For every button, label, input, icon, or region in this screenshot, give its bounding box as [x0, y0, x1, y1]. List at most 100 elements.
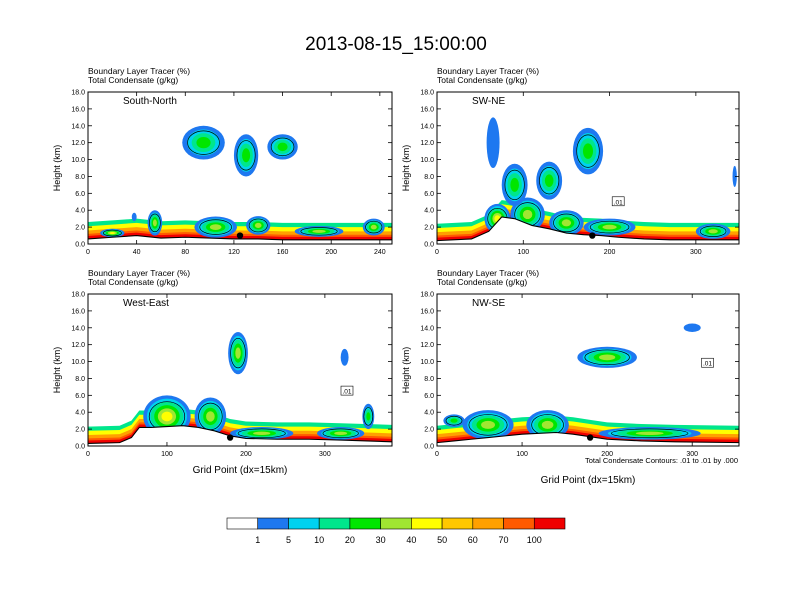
tracer-blob [246, 216, 271, 235]
contour-label-box [701, 357, 714, 368]
cross-section-label: SW-NE [472, 96, 505, 107]
panel-line1: Boundary Layer Tracer (%) [437, 66, 539, 76]
panel-line1: Boundary Layer Tracer (%) [88, 268, 190, 278]
figure-title: 2013-08-15_15:00:00 [305, 34, 487, 55]
y-tick-label: 4.0 [424, 410, 434, 417]
y-tick-label: 18.0 [420, 90, 434, 97]
tracer-blob [267, 134, 298, 160]
colorbar-swatch [441, 517, 474, 530]
panel-line2: Total Condensate (g/kg) [437, 75, 527, 85]
colorbar-swatch [226, 517, 259, 530]
tracer-blob [233, 134, 259, 177]
tracer-blob [549, 210, 584, 236]
colorbar-swatch [411, 517, 443, 530]
y-tick-label: 10.0 [420, 359, 434, 366]
y-tick-label: 8.0 [75, 174, 85, 181]
contour-label-box [340, 385, 354, 396]
condensate-contour [199, 219, 232, 235]
x-tick-label: 200 [604, 249, 616, 256]
condensate-contour [363, 407, 374, 426]
x-tick-label: 200 [601, 451, 613, 458]
plot-frame [436, 293, 740, 447]
condensate-contour [248, 218, 268, 233]
tracer-blob [362, 218, 385, 236]
x-tick-label: 160 [277, 249, 289, 256]
y-tick-label: 18.0 [71, 90, 85, 97]
y-tick-label: 4.0 [424, 208, 434, 215]
tracer-blob [695, 223, 731, 239]
tracer-blob [147, 210, 163, 236]
colorbar-label: 40 [406, 535, 416, 545]
panel-1: Boundary Layer Tracer (%)Total Condensat… [52, 66, 393, 256]
x-tick-label: 300 [690, 249, 702, 256]
tracer-blob [443, 414, 465, 427]
location-dot [589, 232, 596, 239]
tracer-blob [228, 332, 248, 375]
y-tick-label: 16.0 [420, 106, 434, 113]
y-tick-label: 16.0 [71, 308, 85, 315]
y-tick-label: 2.0 [75, 225, 85, 232]
tracer-blob [362, 403, 375, 430]
plot-frame [436, 91, 740, 245]
y-tick-label: 16.0 [71, 106, 85, 113]
condensate-contour [236, 140, 256, 171]
contour-label: .01 [342, 389, 351, 396]
panels: Boundary Layer Tracer (%)Total Condensat… [52, 66, 740, 486]
panel-2: Boundary Layer Tracer (%)Total Condensat… [401, 66, 740, 256]
x-tick-label: 100 [161, 451, 173, 458]
condensate-contour [230, 337, 246, 369]
y-tick-label: 0.0 [75, 444, 85, 451]
x-tick-label: 300 [686, 451, 698, 458]
y-tick-label: 12.0 [71, 342, 85, 349]
colorbar-label: 70 [499, 535, 509, 545]
y-tick-label: 2.0 [424, 225, 434, 232]
tracer-blob [294, 225, 344, 237]
condensate-contour [589, 220, 630, 234]
terrain-line [437, 216, 739, 242]
x-tick-label: 200 [325, 249, 337, 256]
x-tick-label: 240 [374, 249, 386, 256]
terrain-fill [88, 425, 392, 446]
condensate-contour [270, 137, 295, 157]
tracer-blob [131, 212, 137, 222]
x-tick-label: 40 [133, 249, 141, 256]
x-tick-label: 100 [516, 451, 528, 458]
panel-line2: Total Condensate (g/kg) [88, 277, 178, 287]
y-tick-label: 4.0 [75, 208, 85, 215]
x-tick-label: 0 [435, 249, 439, 256]
y-axis-label: Height (km) [401, 145, 411, 192]
tracer-blob [194, 216, 237, 238]
y-tick-label: 0.0 [75, 242, 85, 249]
x-axis-label: Grid Point (dx=15km) [541, 475, 636, 486]
y-tick-label: 6.0 [424, 191, 434, 198]
y-tick-label: 16.0 [420, 308, 434, 315]
x-axis-label: Grid Point (dx=15km) [193, 465, 288, 476]
plot-area: .01 [437, 92, 739, 244]
y-tick-label: 10.0 [71, 157, 85, 164]
y-tick-label: 10.0 [420, 157, 434, 164]
x-tick-label: 300 [319, 451, 331, 458]
y-tick-label: 2.0 [424, 427, 434, 434]
colorbar-label: 1 [255, 535, 260, 545]
colorbar-label: 10 [314, 535, 324, 545]
condensate-contour [149, 213, 161, 233]
y-tick-label: 12.0 [420, 342, 434, 349]
colorbar-swatch [288, 517, 320, 530]
x-tick-label: 0 [86, 249, 90, 256]
location-dot [586, 434, 594, 441]
contour-label: .01 [703, 361, 712, 368]
colorbar-swatch [257, 517, 289, 530]
colorbar-swatch [318, 517, 351, 530]
y-tick-label: 6.0 [75, 191, 85, 198]
contour-label: .01 [614, 199, 623, 206]
plot-area: .01 [437, 294, 739, 446]
colorbar-label: 100 [527, 535, 542, 545]
plot-frame [87, 91, 393, 245]
y-tick-label: 14.0 [420, 123, 434, 130]
tracer-blob [486, 117, 500, 168]
x-tick-label: 80 [181, 249, 189, 256]
colorbar: 1 5 10 20 30 40 50 60 70 100 [226, 517, 566, 545]
condensate-contour [611, 428, 689, 439]
condensate-contour [699, 225, 727, 238]
